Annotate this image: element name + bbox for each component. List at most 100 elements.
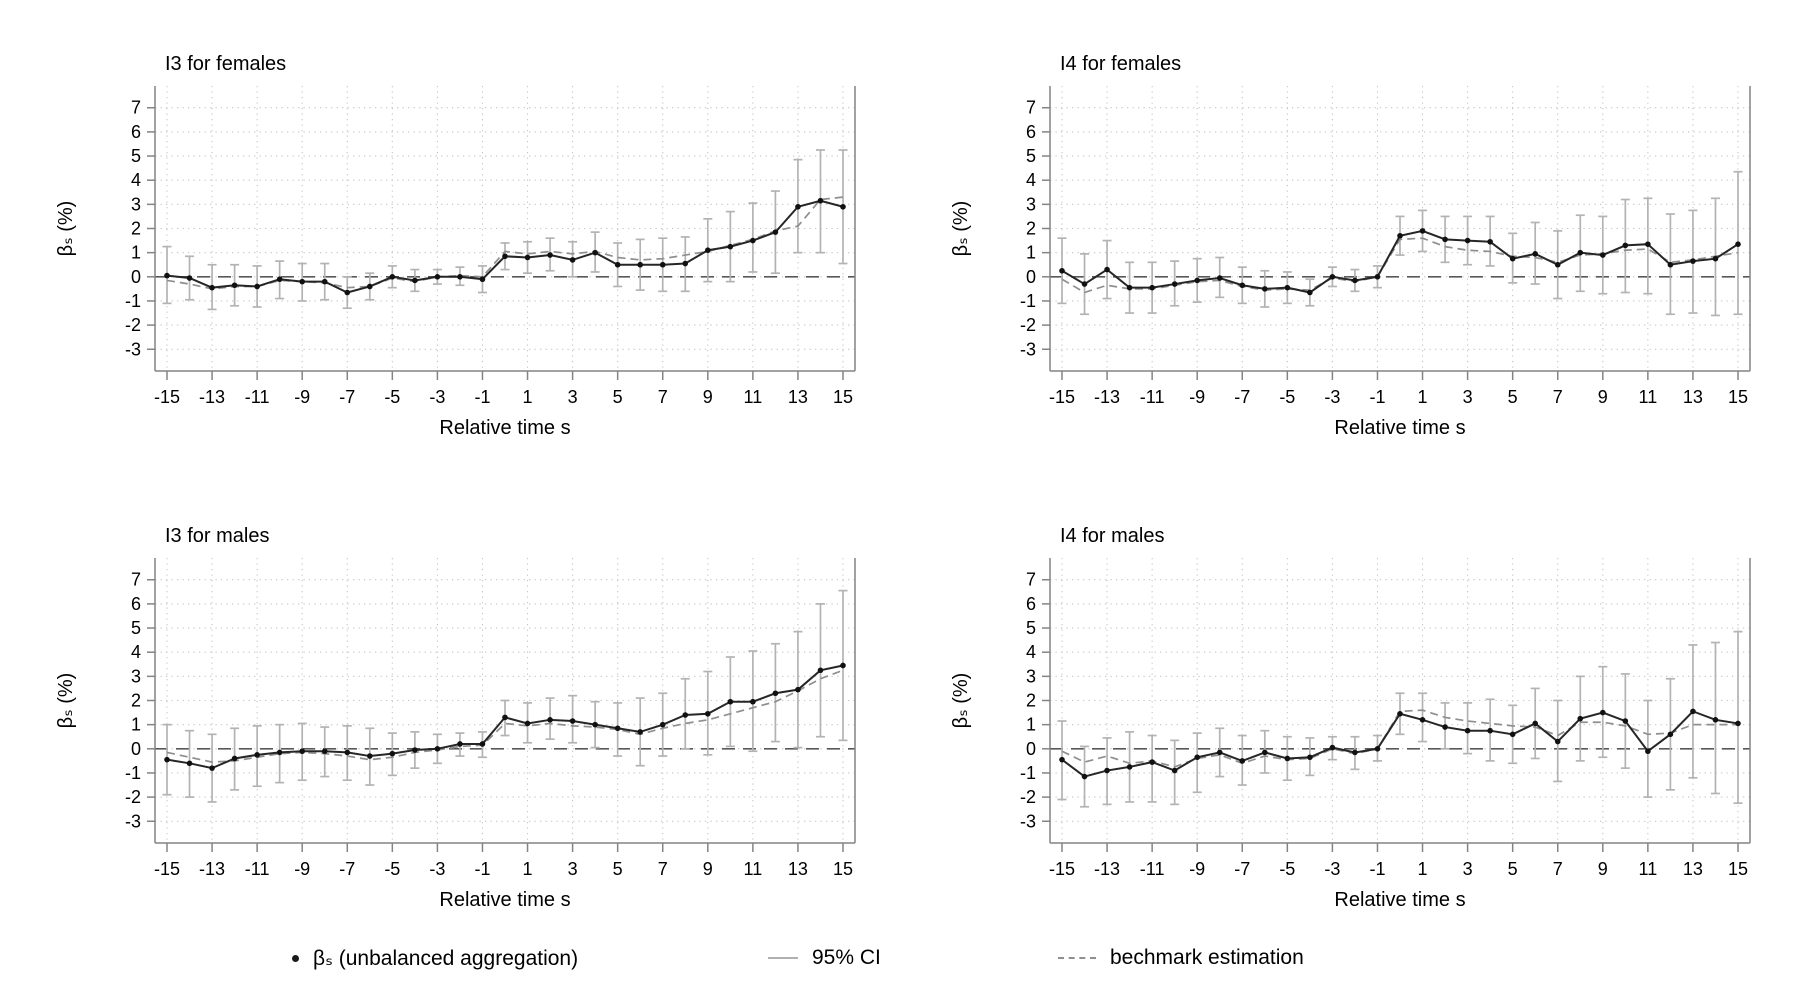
- svg-text:-13: -13: [199, 859, 225, 879]
- svg-text:6: 6: [1026, 594, 1036, 614]
- svg-text:-15: -15: [154, 387, 180, 407]
- svg-text:11: 11: [1639, 859, 1658, 879]
- legend-item-beta: βₛ (unbalanced aggregation): [292, 946, 578, 971]
- svg-text:-1: -1: [474, 387, 490, 407]
- panel-i3-males: -3 -2 -1 0 1 2 3 4 5 6 7 -15 -13 -11 -9 -7 -5 -3 -1 1 3 5 7 9 11…: [40, 500, 900, 920]
- svg-text:2: 2: [1026, 219, 1036, 239]
- beta-series-markers: [164, 197, 846, 296]
- svg-text:2: 2: [131, 219, 141, 239]
- svg-text:-15: -15: [1049, 387, 1075, 407]
- svg-text:3: 3: [1026, 666, 1036, 686]
- svg-text:-7: -7: [1234, 859, 1250, 879]
- panel-title: I3 for males: [165, 525, 269, 547]
- svg-text:-1: -1: [1369, 387, 1385, 407]
- svg-text:1: 1: [523, 859, 533, 879]
- panel-i4-males: -3 -2 -1 0 1 2 3 4 5 6 7 -15 -13 -11 -9 -7 -5 -3 -1 1 3 5 7 9 11…: [935, 500, 1795, 920]
- svg-text:3: 3: [1463, 859, 1473, 879]
- svg-text:0: 0: [131, 739, 141, 759]
- beta-series-markers: [1059, 228, 1741, 296]
- svg-text:-9: -9: [294, 859, 310, 879]
- svg-text:13: 13: [788, 859, 808, 879]
- svg-text:0: 0: [1026, 739, 1036, 759]
- svg-text:0: 0: [131, 267, 141, 287]
- svg-text:-15: -15: [1049, 859, 1075, 879]
- svg-text:4: 4: [131, 642, 141, 662]
- svg-text:3: 3: [1026, 194, 1036, 214]
- svg-text:-5: -5: [1279, 387, 1295, 407]
- legend-item-ci: 95% CI: [768, 946, 881, 970]
- svg-text:-3: -3: [1324, 387, 1340, 407]
- legend: βₛ (unbalanced aggregation) 95% CI bechm…: [0, 938, 1800, 984]
- beta-series-markers: [164, 662, 846, 771]
- svg-text:9: 9: [1598, 859, 1608, 879]
- x-axis-label: Relative time s: [1334, 889, 1465, 911]
- ci-bars: [162, 589, 848, 803]
- svg-text:-9: -9: [294, 387, 310, 407]
- panel-i4-females: -3 -2 -1 0 1 2 3 4 5 6 7 -15 -13 -11 -9 -7 -5 -3 -1 1 3 5 7 9 11…: [935, 28, 1795, 448]
- legend-label-beta: βₛ (unbalanced aggregation): [313, 947, 579, 970]
- svg-text:9: 9: [1598, 387, 1608, 407]
- svg-text:1: 1: [131, 715, 141, 735]
- svg-text:3: 3: [1463, 387, 1473, 407]
- svg-text:15: 15: [1728, 859, 1748, 879]
- gridlines: [155, 86, 855, 371]
- svg-text:1: 1: [1418, 859, 1428, 879]
- x-axis-label: Relative time s: [439, 417, 570, 439]
- svg-text:-11: -11: [1140, 387, 1165, 407]
- svg-text:5: 5: [131, 618, 141, 638]
- svg-text:-11: -11: [1140, 859, 1165, 879]
- gridlines: [1050, 86, 1750, 371]
- svg-text:6: 6: [131, 122, 141, 142]
- svg-text:-3: -3: [1324, 859, 1340, 879]
- svg-text:13: 13: [788, 387, 808, 407]
- svg-text:3: 3: [131, 194, 141, 214]
- svg-text:7: 7: [131, 570, 141, 590]
- x-axis-label: Relative time s: [1334, 417, 1465, 439]
- svg-text:-11: -11: [245, 859, 270, 879]
- svg-text:6: 6: [131, 594, 141, 614]
- svg-text:15: 15: [833, 387, 853, 407]
- legend-label-ci: 95% CI: [812, 946, 881, 969]
- gridlines: [155, 558, 855, 843]
- svg-text:-1: -1: [474, 859, 490, 879]
- svg-text:5: 5: [1026, 618, 1036, 638]
- svg-text:1: 1: [131, 243, 141, 263]
- svg-text:-1: -1: [1020, 291, 1036, 311]
- svg-text:13: 13: [1683, 859, 1703, 879]
- svg-text:7: 7: [1026, 570, 1036, 590]
- y-axis-label: βₛ (%): [950, 201, 972, 257]
- ci-bars: [1057, 630, 1743, 808]
- svg-text:-9: -9: [1189, 859, 1205, 879]
- benchmark-line: [1061, 709, 1738, 768]
- svg-text:-7: -7: [339, 859, 355, 879]
- svg-text:-2: -2: [125, 787, 141, 807]
- svg-text:7: 7: [658, 859, 668, 879]
- svg-text:7: 7: [658, 387, 668, 407]
- svg-text:5: 5: [613, 859, 623, 879]
- svg-text:-9: -9: [1189, 387, 1205, 407]
- y-axis-label: βₛ (%): [55, 201, 77, 257]
- svg-text:-3: -3: [125, 339, 141, 359]
- ci-bars: [162, 149, 848, 311]
- svg-text:4: 4: [1026, 170, 1036, 190]
- axes: [1042, 558, 1751, 852]
- benchmark-line: [166, 669, 844, 763]
- svg-text:-1: -1: [1369, 859, 1385, 879]
- y-axis-label: βₛ (%): [55, 673, 77, 729]
- axes: [147, 86, 856, 380]
- svg-text:1: 1: [1418, 387, 1428, 407]
- svg-text:11: 11: [744, 859, 763, 879]
- y-axis-label: βₛ (%): [950, 673, 972, 729]
- x-axis-label: Relative time s: [439, 889, 570, 911]
- legend-label-benchmark: bechmark estimation: [1110, 946, 1304, 969]
- beta-series-markers: [1059, 708, 1741, 780]
- panel-title: I4 for females: [1060, 53, 1181, 75]
- panel-title: I3 for females: [165, 53, 286, 75]
